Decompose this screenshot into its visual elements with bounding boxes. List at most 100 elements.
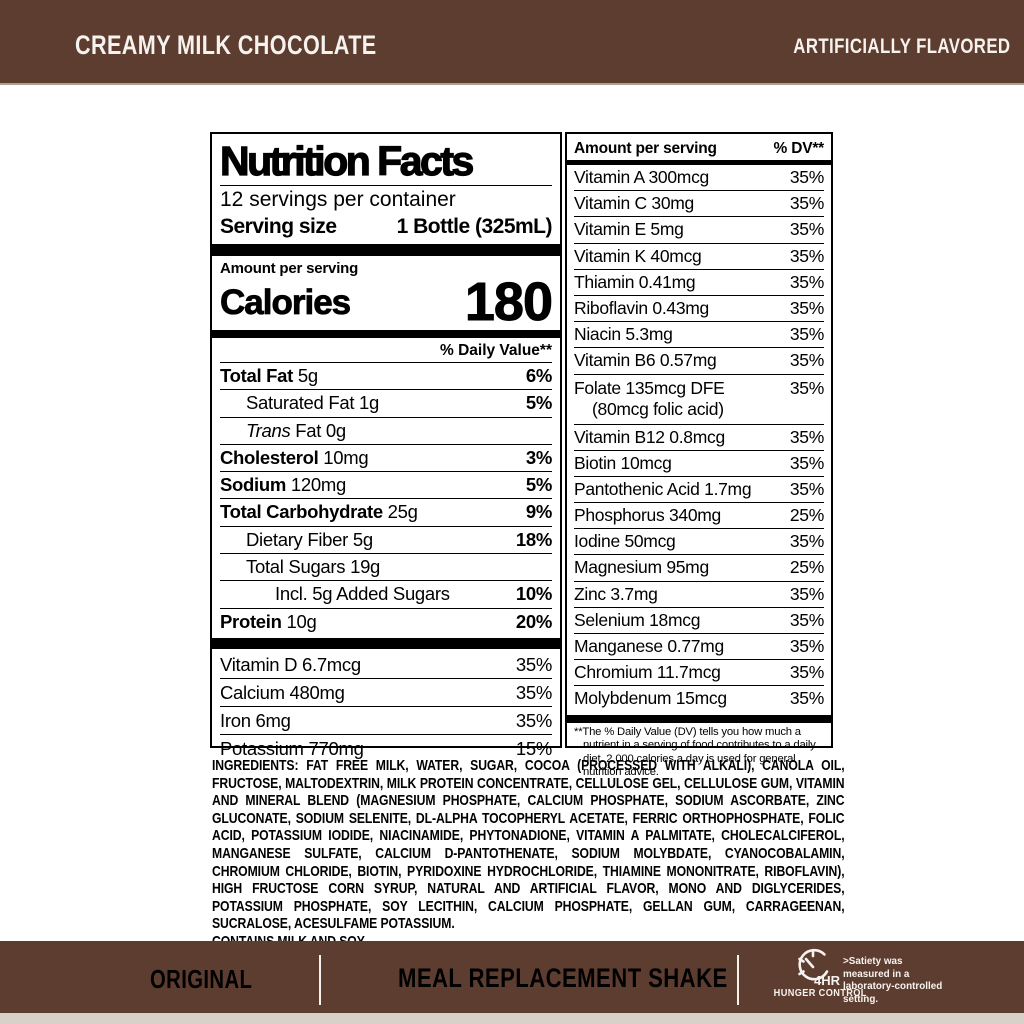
satiety-disclaimer: >Satiety was measured in a laboratory-co… [843,955,943,1005]
micronutrient-row: Molybdenum 15mcg 35% [574,685,824,711]
product-line-name: ORIGINAL [150,964,253,994]
section-bar [212,244,560,256]
ingredients-label: INGREDIENTS: [212,757,299,774]
vitamin-row: Calcium 480mg 35% [220,677,552,706]
dv-value: 10% [515,583,552,605]
hunger-control-badge: 4HR HUNGER CONTROL [770,948,867,999]
nutrient-row: Total Sugars 19g [220,553,552,580]
dv-value: 35% [515,681,552,703]
dv-value: 25% [789,505,824,526]
dv-value: 35% [789,452,824,473]
calories-value: 180 [464,272,553,332]
micronutrient-row: Zinc 3.7mg 35% [574,580,824,607]
section-bar [212,330,560,338]
micronutrient-row: Phosphorus 340mg 25% [574,502,824,528]
serving-size-label: Serving size [220,215,337,238]
section-bar [567,160,831,165]
flavor-note: ARTIFICIALLY FLAVORED [792,35,1010,58]
dv-value: 35% [789,688,824,709]
micronutrient-row: Pantothenic Acid 1.7mg 35% [574,475,824,502]
serving-size-value: 1 Bottle (325mL) [396,215,553,238]
micronutrient-row: Riboflavin 0.43mg 35% [574,294,824,321]
serving-size-row: Serving size 1 Bottle (325mL) [220,213,553,240]
dv-value: 35% [789,426,824,447]
bottom-strip [0,1013,1024,1024]
micronutrient-row: Chromium 11.7mcg 35% [574,659,824,685]
four-hour-label: 4HR [813,973,840,988]
micronutrient-row: Vitamin A 300mcg 35% [574,165,824,190]
divider [220,185,552,186]
dv-value: 6% [525,365,552,386]
dv-value: 35% [515,709,552,731]
dv-value: 5% [525,474,552,496]
micronutrient-row: Vitamin K 40mcg 35% [574,242,824,269]
calories-row: Calories 180 [220,272,554,332]
top-brand-bar: CREAMY MILK CHOCOLATE ARTIFICIALLY FLAVO… [0,0,1024,85]
nutrient-row: Dietary Fiber 5g 18% [220,525,552,553]
dv-value: 5% [525,392,552,414]
micronutrient-row: Magnesium 95mg 25% [574,554,824,580]
micronutrient-row: Vitamin B12 0.8mcg 35% [574,423,824,450]
dv-value: 35% [789,271,824,292]
nutrient-row: Sodium 120mg 5% [220,471,552,498]
vitamin-row: Vitamin D 6.7mcg 35% [220,651,552,678]
section-bar [212,637,560,649]
micronutrient-row: Thiamin 0.41mg 35% [574,268,824,295]
dv-value: 35% [789,167,824,187]
clock-icon [798,948,829,981]
micronutrient-row: Vitamin E 5mg 35% [574,216,824,242]
micronutrient-row-folate: Folate 135mcg DFE (80mcg folic acid) 35% [574,373,824,424]
dv-value: 25% [789,557,824,578]
dv-value: 3% [525,446,552,468]
servings-per-container: 12 servings per container [220,188,456,211]
dv-value: 20% [515,610,552,632]
bottom-brand-bar [0,941,1024,1013]
dv-value: 35% [789,245,824,266]
micronutrient-row: Vitamin C 30mg 35% [574,190,824,216]
ingredients-paragraph: INGREDIENTS: FAT FREE MILK, WATER, SUGAR… [212,757,845,951]
product-type-name: MEAL REPLACEMENT SHAKE [398,963,728,993]
nutrition-facts-panel: Nutrition Facts 12 servings per containe… [210,132,562,759]
dv-value: 35% [789,609,824,630]
nutrient-row: Cholesterol 10mg 3% [220,443,552,471]
dv-value: 35% [789,350,824,371]
ingredients-text: INGREDIENTS: FAT FREE MILK, WATER, SUGAR… [212,757,845,933]
dv-value: 18% [515,528,552,550]
dv-value: 15% [515,737,552,759]
dv-value: 35% [789,478,824,499]
dv-value: 35% [789,377,824,398]
divider [737,955,739,1005]
dv-value: 35% [789,297,824,318]
daily-value-footnote: **The % Daily Value (DV) tells you how m… [574,725,816,779]
amount-per-serving-label: Amount per serving [574,140,717,157]
nutrient-row: Total Fat 5g 6% [220,362,552,389]
vitamin-row: Iron 6mg 35% [220,705,552,734]
nutrition-facts-title: Nutrition Facts [219,137,474,184]
dv-value: 35% [789,193,824,214]
vitamin-row: Potassium 770mg 15% [220,733,552,762]
nutrient-row: Saturated Fat 1g 5% [220,389,552,416]
flavor-name: CREAMY MILK CHOCOLATE [75,30,377,60]
micronutrient-row: Manganese 0.77mg 35% [574,633,824,659]
calories-label: Calories [220,283,352,323]
divider [319,955,321,1005]
dv-value: 9% [525,501,552,523]
micronutrient-row: Biotin 10mcg 35% [574,449,824,476]
dv-value: 35% [789,636,824,656]
dv-value: 35% [789,662,824,683]
dv-value: 35% [789,219,824,240]
micronutrients-header: Amount per serving % DV** [574,137,824,160]
section-bar [567,714,831,723]
dv-header: % DV** [773,140,825,157]
amount-per-serving-label: Amount per serving [220,260,359,277]
micronutrient-row: Niacin 5.3mg 35% [574,321,824,347]
dv-value: 35% [789,324,824,345]
micronutrient-row: Selenium 18mcg 35% [574,606,824,633]
micronutrient-row: Vitamin B6 0.57mg 35% [574,347,824,373]
daily-value-header: % Daily Value** [439,342,552,359]
nutrient-row: Trans Fat 0g [220,416,552,444]
micronutrient-row: Iodine 50mcg 35% [574,528,824,554]
nutrient-row: Total Carbohydrate 25g 9% [220,498,552,525]
hunger-control-label: HUNGER CONTROL [773,988,867,999]
dv-value: 35% [515,653,552,675]
